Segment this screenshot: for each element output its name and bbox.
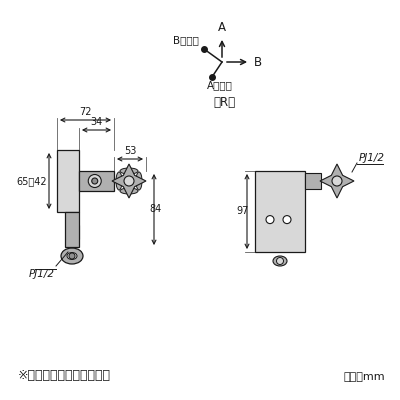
Text: 84: 84 bbox=[150, 204, 162, 214]
Text: （R）: （R） bbox=[213, 96, 235, 109]
Text: A: A bbox=[218, 21, 226, 34]
Text: PJ1/2: PJ1/2 bbox=[359, 153, 385, 163]
Bar bbox=[79, 171, 114, 191]
Bar bbox=[305, 173, 321, 189]
Text: Aバルブ: Aバルブ bbox=[207, 80, 233, 90]
Polygon shape bbox=[112, 164, 146, 198]
Ellipse shape bbox=[136, 172, 142, 190]
Ellipse shape bbox=[61, 248, 83, 264]
Circle shape bbox=[266, 216, 274, 224]
Text: 単位：mm: 単位：mm bbox=[343, 372, 385, 382]
Text: ※寸法図はＬタイプです。: ※寸法図はＬタイプです。 bbox=[18, 369, 111, 382]
Circle shape bbox=[92, 178, 98, 184]
Bar bbox=[65, 212, 79, 247]
Circle shape bbox=[283, 216, 291, 224]
Ellipse shape bbox=[120, 168, 138, 174]
Bar bbox=[57, 150, 79, 212]
Circle shape bbox=[88, 174, 101, 188]
Text: 97: 97 bbox=[237, 206, 249, 216]
Ellipse shape bbox=[116, 172, 122, 190]
Bar bbox=[255, 171, 305, 252]
Text: 34: 34 bbox=[90, 117, 103, 127]
Text: Bバルブ: Bバルブ bbox=[173, 35, 199, 45]
Text: 65～42: 65～42 bbox=[16, 176, 47, 186]
Ellipse shape bbox=[120, 188, 138, 194]
Circle shape bbox=[69, 253, 75, 259]
Text: 53: 53 bbox=[124, 146, 136, 156]
Ellipse shape bbox=[273, 256, 287, 266]
Polygon shape bbox=[320, 164, 354, 198]
Text: B: B bbox=[254, 56, 262, 68]
Text: 72: 72 bbox=[79, 107, 92, 117]
Circle shape bbox=[276, 258, 284, 264]
Circle shape bbox=[332, 176, 342, 186]
Text: PJ1/2: PJ1/2 bbox=[29, 269, 55, 279]
Ellipse shape bbox=[67, 252, 77, 260]
Circle shape bbox=[124, 176, 134, 186]
